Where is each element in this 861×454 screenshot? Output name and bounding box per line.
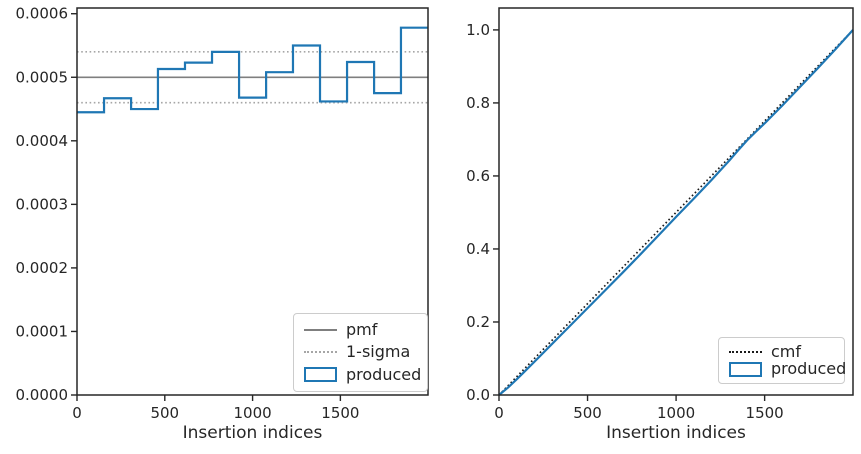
legend-item-pmf: pmf	[304, 322, 417, 338]
legend-label-cmf: cmf	[771, 341, 802, 361]
pmf-plot-axes: 0 500 1000 1500 0.0000 0.0001 0.0002 0.0003 0.00…	[16, 5, 429, 422]
legend-label-produced-left: produced	[346, 364, 422, 384]
legend-item-1-sigma: 1-sigma	[304, 344, 417, 360]
cmf-series	[498, 29, 854, 396]
svg-text:0.0004: 0.0004	[16, 132, 69, 150]
svg-text:0.8: 0.8	[466, 94, 490, 112]
legend-label-1-sigma: 1-sigma	[346, 342, 411, 362]
axes-spines	[76, 7, 429, 396]
svg-text:1500: 1500	[321, 404, 359, 422]
produced-patch-icon	[729, 361, 762, 377]
svg-text:1000: 1000	[657, 404, 695, 422]
produced-step-series	[77, 26, 428, 114]
svg-text:0.4: 0.4	[466, 240, 490, 258]
svg-text:0: 0	[494, 404, 504, 422]
legend-pmf-plot: pmf 1-sigma produced	[293, 313, 428, 392]
cmf-plot-axes: 0 500 1000 1500 0.0 0.2 0.4 0.6 0.8 1.0	[466, 7, 854, 422]
svg-text:0.0005: 0.0005	[16, 68, 69, 86]
produced-patch-icon	[304, 367, 337, 383]
cmf-dotted-line-icon	[729, 350, 762, 353]
x-axis-label-right: Insertion indices	[606, 423, 746, 443]
sigma-dotted-line-icon	[304, 351, 337, 354]
svg-text:500: 500	[573, 404, 602, 422]
legend-label-produced-right: produced	[771, 359, 847, 379]
legend-item-produced-right: produced	[729, 361, 846, 377]
svg-text:0.0002: 0.0002	[16, 259, 69, 277]
produced-series	[498, 29, 854, 396]
svg-text:0.0003: 0.0003	[16, 195, 69, 213]
svg-text:1000: 1000	[233, 404, 271, 422]
svg-text:1500: 1500	[746, 404, 784, 422]
svg-text:500: 500	[150, 404, 179, 422]
legend-cmf-plot: cmf produced	[718, 337, 846, 384]
svg-text:0.0001: 0.0001	[16, 322, 69, 340]
svg-text:0.0: 0.0	[466, 386, 490, 404]
svg-text:1.0: 1.0	[466, 21, 490, 39]
legend-label-pmf: pmf	[346, 320, 378, 340]
svg-text:0.0000: 0.0000	[16, 386, 69, 404]
svg-text:0.6: 0.6	[466, 167, 490, 185]
svg-text:0: 0	[72, 404, 82, 422]
legend-item-cmf: cmf	[729, 341, 834, 361]
legend-item-produced-left: produced	[304, 366, 421, 383]
svg-text:0.2: 0.2	[466, 313, 490, 331]
axes-spines	[498, 7, 854, 396]
pmf-line-icon	[304, 329, 337, 332]
ticks: 0 500 1000 1500 0.0000 0.0001 0.0002 0.0003 0.00…	[16, 5, 360, 422]
x-axis-label-left: Insertion indices	[182, 423, 323, 443]
ticks: 0 500 1000 1500 0.0 0.2 0.4 0.6 0.8 1.0	[466, 21, 784, 422]
svg-text:0.0006: 0.0006	[16, 5, 69, 23]
